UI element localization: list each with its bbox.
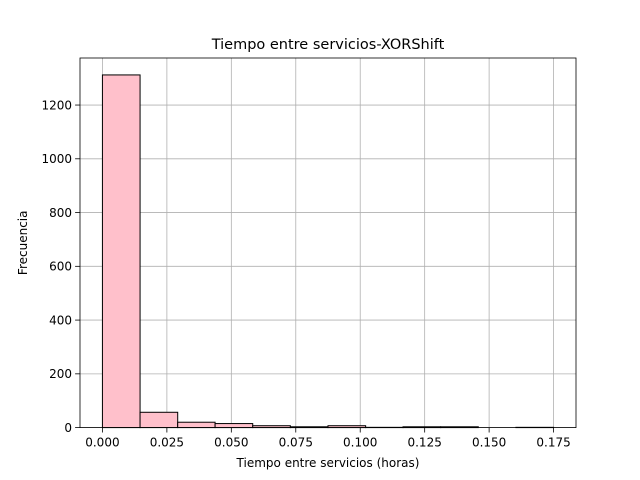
y-tick-label: 1000 bbox=[41, 152, 72, 166]
x-axis-ticks: 0.000 0.025 0.050 0.075 0.100 0.125 0.150 0.175 bbox=[85, 427, 571, 450]
y-axis-ticks: 0 200 400 600 800 1000 1200 bbox=[41, 98, 80, 435]
y-tick-label: 200 bbox=[49, 367, 72, 381]
x-axis-label: Tiempo entre servicios (horas) bbox=[236, 456, 420, 470]
x-tick-label: 0.150 bbox=[472, 436, 506, 450]
x-tick-label: 0.075 bbox=[279, 436, 313, 450]
x-tick-label: 0.175 bbox=[536, 436, 570, 450]
histogram-bar bbox=[139, 411, 179, 429]
x-tick-label: 0.000 bbox=[85, 436, 119, 450]
histogram-bars bbox=[101, 74, 555, 429]
y-tick-label: 1200 bbox=[41, 98, 72, 112]
histogram-bar bbox=[177, 421, 216, 429]
x-tick-label: 0.050 bbox=[214, 436, 248, 450]
y-tick-label: 800 bbox=[49, 206, 72, 220]
x-tick-label: 0.100 bbox=[343, 436, 377, 450]
y-tick-label: 0 bbox=[64, 421, 72, 435]
grid-lines bbox=[80, 58, 576, 429]
chart-title: Tiempo entre servicios-XORShift bbox=[211, 37, 445, 53]
histogram-bar bbox=[214, 423, 254, 429]
x-tick-label: 0.125 bbox=[407, 436, 441, 450]
histogram-bar bbox=[101, 74, 141, 429]
y-tick-label: 600 bbox=[49, 260, 72, 274]
x-tick-label: 0.025 bbox=[150, 436, 184, 450]
plot-area-frame bbox=[79, 57, 577, 429]
y-axis-label: Frecuencia bbox=[16, 211, 30, 276]
y-tick-label: 400 bbox=[49, 313, 72, 327]
